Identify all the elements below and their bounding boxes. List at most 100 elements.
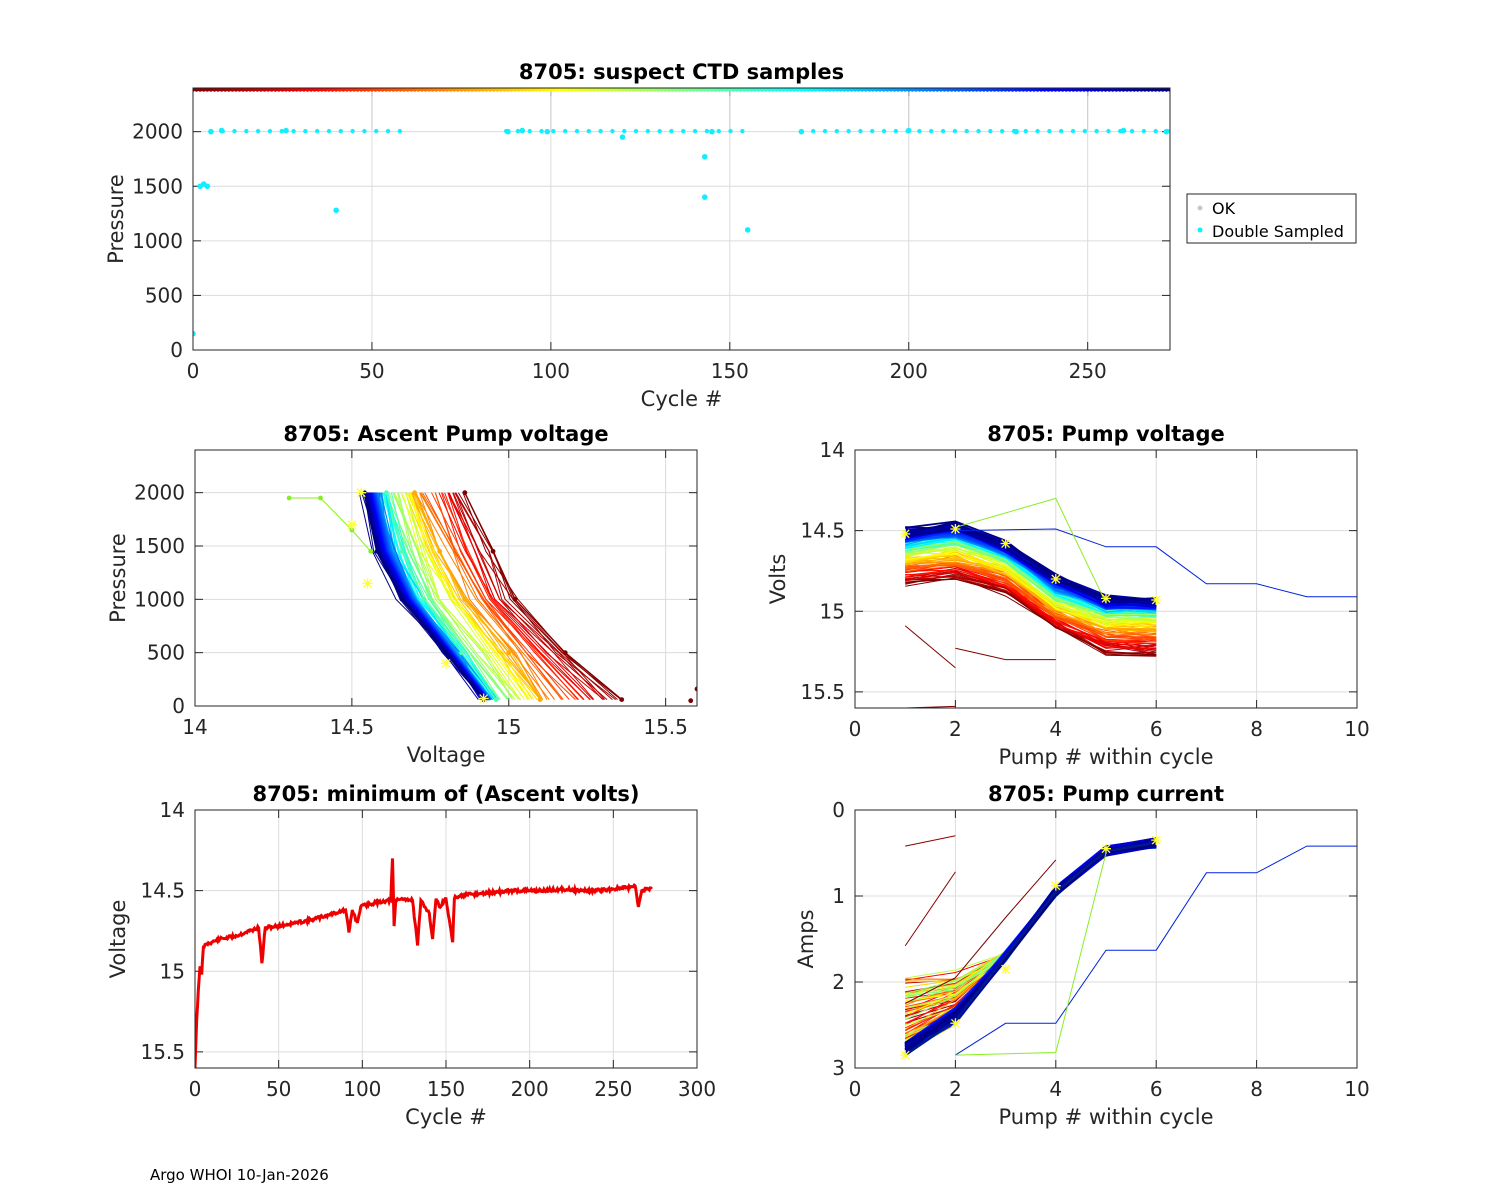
double-sampled-point	[1059, 128, 1064, 134]
y-axis-label: Pressure	[106, 533, 130, 623]
x-axis-label: Cycle #	[405, 1105, 487, 1129]
y-tick-label: 500	[147, 641, 185, 665]
x-tick-label: 0	[849, 717, 862, 741]
double-sampled-point	[929, 128, 934, 134]
pump-voltage-line	[905, 528, 1157, 601]
ascent-star-marker	[478, 693, 489, 704]
ascent-profile-line	[415, 492, 548, 700]
ascent-profile-line	[419, 492, 550, 700]
ascent-profile-line	[409, 492, 530, 700]
x-axis-label: Pump # within cycle	[999, 1105, 1214, 1129]
x-tick-label: 0	[849, 1077, 862, 1101]
pump-voltage-star-marker	[1151, 594, 1162, 605]
chart-pump-voltage: 0 2 4 6 8 10 14 14.5 15 15.5 8705: Pump voltage Pum…	[766, 422, 1370, 769]
y-axis-label: Pressure	[104, 174, 128, 264]
pump-voltage-line	[905, 526, 1157, 604]
double-sampled-point	[1070, 128, 1076, 134]
legend-double-sampled-label: Double Sampled	[1212, 222, 1344, 241]
double-sampled-point	[193, 330, 196, 337]
y-axis-label: Amps	[794, 909, 818, 968]
x-axis-label: Cycle #	[641, 387, 723, 411]
footer-credit: Argo WHOI 10-Jan-2026	[150, 1166, 329, 1184]
y-tick-label: 1500	[134, 534, 185, 558]
ascent-profile-line	[438, 492, 591, 700]
pump-current-star-marker	[1101, 843, 1111, 854]
double-sampled-point	[834, 128, 840, 134]
ascent-star-marker	[441, 658, 451, 669]
pump-current-star-marker	[900, 1050, 911, 1061]
y-tick-label: 15.5	[800, 680, 845, 704]
ascent-point	[694, 686, 697, 692]
ascent-star-marker	[346, 519, 357, 530]
x-tick-label: 200	[890, 359, 928, 383]
double-sampled-point	[1153, 128, 1158, 134]
double-sampled-point	[610, 128, 615, 134]
pump-voltage-early-line	[904, 625, 956, 669]
pump-voltage-line	[905, 553, 1157, 628]
ascent-profile-line	[447, 492, 605, 700]
pump-voltage-series	[905, 523, 1157, 601]
double-sampled-point	[1035, 128, 1040, 134]
axes-frame	[194, 449, 698, 707]
double-sampled-point	[232, 128, 237, 134]
double-sampled-point	[633, 128, 639, 134]
double-sampled-point	[204, 183, 211, 190]
y-tick-label: 3	[832, 1056, 845, 1080]
double-sampled-point	[562, 128, 568, 134]
ascent-point	[490, 548, 496, 554]
y-tick-label: 14.5	[800, 519, 845, 543]
plot-marks	[195, 858, 653, 1068]
y-tick-label: 2000	[134, 481, 185, 505]
double-sampled-point	[681, 128, 686, 134]
x-tick-label: 2	[949, 1077, 962, 1101]
y-tick-label: 15	[820, 599, 845, 623]
double-sampled-point	[657, 128, 662, 134]
x-tick-label: 150	[427, 1077, 465, 1101]
pump-voltage-ten-pump-line	[955, 528, 1357, 598]
ascent-profile-line	[385, 492, 510, 700]
double-sampled-point	[255, 128, 261, 134]
x-tick-label: 2	[949, 717, 962, 741]
x-tick-label: 8	[1250, 1077, 1263, 1101]
pump-voltage-line	[905, 537, 1157, 613]
x-tick-label: 150	[711, 359, 749, 383]
chart-ascent-pump-voltage: 14 14.5 15 15.5 0 500 1000 1500 2000 8705: Ascent…	[106, 422, 698, 767]
ascent-outlier-point	[368, 548, 374, 554]
double-sampled-point	[1082, 128, 1088, 134]
y-tick-label: 15	[160, 959, 185, 983]
double-sampled-point	[976, 128, 981, 134]
double-sampled-point	[333, 207, 339, 214]
x-tick-label: 14	[182, 715, 207, 739]
ascent-profile-line	[402, 492, 525, 700]
plot-marks	[900, 835, 1357, 1061]
pump-voltage-series	[905, 541, 1157, 616]
double-sampled-point	[999, 128, 1005, 134]
pump-current-series	[904, 859, 1057, 1004]
ascent-point	[562, 650, 568, 656]
double-sampled-point	[503, 128, 509, 134]
y-tick-label: 500	[145, 283, 183, 307]
y-tick-label: 14	[820, 438, 845, 462]
y-tick-label: 1500	[132, 174, 183, 198]
double-sampled-point	[881, 128, 887, 134]
double-sampled-point	[701, 153, 708, 160]
double-sampled-point	[267, 128, 273, 134]
ascent-point	[619, 697, 625, 702]
double-sampled-point	[893, 128, 899, 134]
double-sampled-point	[645, 128, 651, 134]
y-tick-label: 0	[170, 338, 183, 362]
x-tick-label: 50	[266, 1077, 291, 1101]
double-sampled-point	[326, 128, 332, 134]
chart-title: 8705: Ascent Pump voltage	[283, 422, 608, 446]
double-sampled-point	[858, 128, 863, 134]
x-tick-label: 4	[1049, 717, 1062, 741]
pump-current-typical-line	[904, 841, 1157, 1057]
double-sampled-point	[701, 194, 708, 200]
x-tick-label: 100	[343, 1077, 381, 1101]
double-sampled-point	[1094, 128, 1099, 134]
double-sampled-point	[822, 128, 828, 134]
double-sampled-point	[799, 128, 804, 134]
pump-voltage-series	[905, 578, 1157, 656]
legend: OK Double Sampled	[1186, 193, 1357, 244]
double-sampled-point	[539, 128, 544, 134]
